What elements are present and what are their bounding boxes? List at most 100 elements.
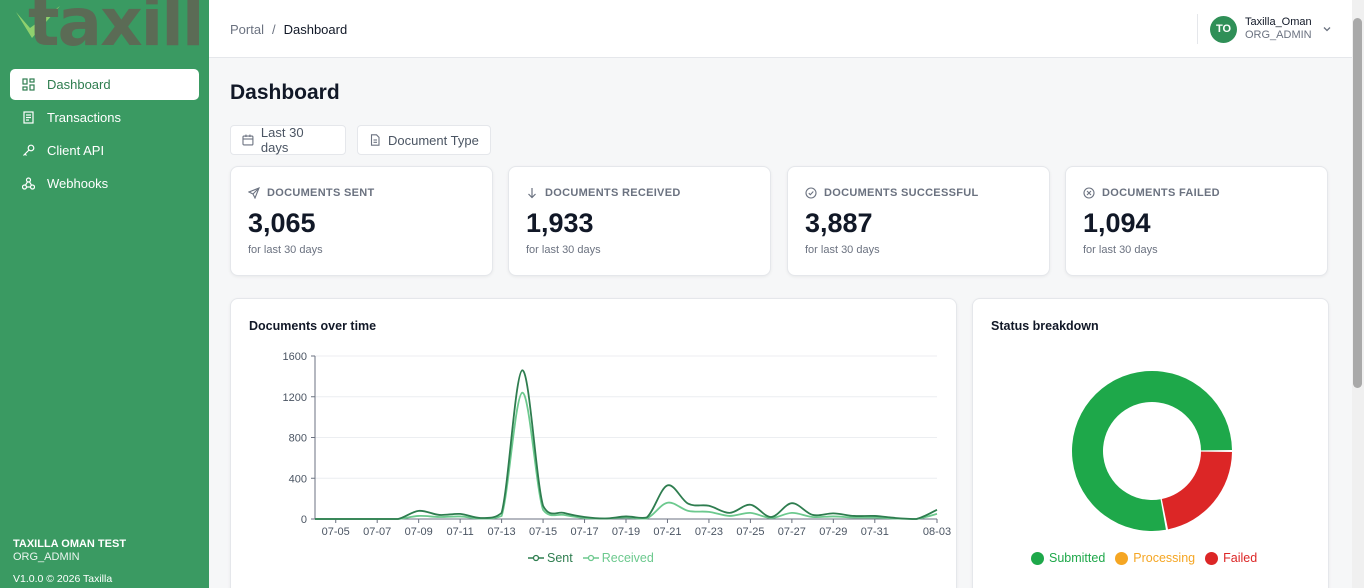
x-tick-label: 08-03 [923, 526, 951, 538]
top-header: Portal / Dashboard TO Taxilla_Oman ORG_ADM… [209, 0, 1352, 58]
donut-chart [1072, 371, 1232, 531]
legend-dot-icon [1115, 551, 1129, 565]
grid-icon [21, 78, 35, 92]
x-tick-label: 07-19 [612, 526, 640, 538]
x-tick-label: 07-09 [405, 526, 433, 538]
logo-text: taxilla [28, 0, 204, 58]
date-range-filter[interactable]: Last 30 days [230, 125, 346, 155]
stat-value: 1,094 [1083, 208, 1151, 238]
chart-title: Status breakdown [991, 319, 1099, 333]
chevron-down-icon [1323, 27, 1331, 32]
arrow-down-icon [528, 188, 536, 199]
taxilla-logo[interactable]: taxilla [14, 0, 204, 58]
stat-subtext: for last 30 days [805, 244, 880, 256]
breadcrumb-portal[interactable]: Portal [230, 22, 264, 37]
user-info: Taxilla_Oman ORG_ADMIN [1245, 16, 1312, 42]
check-circle-icon [805, 187, 817, 199]
legend-label: Sent [547, 551, 573, 565]
avatar: TO [1210, 15, 1237, 43]
legend-line-marker-icon [582, 554, 599, 562]
line-chart: 0 400 800 1200 1600 07-05 07-07 07-09 07-11 07-13… [283, 351, 952, 538]
user-role: ORG_ADMIN [1245, 29, 1312, 41]
stat-card-successful: DOCUMENTS SUCCESSFUL 3,887 for last 30 d… [787, 166, 1050, 276]
stat-value: 1,933 [526, 208, 594, 238]
sidebar-item-label: Transactions [47, 110, 121, 125]
user-menu[interactable]: TO Taxilla_Oman ORG_ADMIN [1197, 14, 1332, 44]
breadcrumb-current: Dashboard [283, 22, 348, 37]
legend-label: Submitted [1049, 551, 1106, 565]
y-tick-label: 0 [301, 514, 307, 526]
stat-label-text: DOCUMENTS FAILED [1102, 187, 1220, 199]
donut-slice-failed[interactable] [1161, 451, 1232, 530]
scrollbar-thumb[interactable] [1353, 18, 1362, 388]
series-line-received [315, 391, 938, 520]
legend-item-submitted[interactable]: Submitted [1031, 551, 1105, 565]
documents-over-time-card: Documents over time 0 400 800 1200 1600 07-05… [230, 298, 957, 588]
donut-slice-submitted[interactable] [1072, 371, 1232, 531]
line-chart-legend: Sent Received [528, 551, 664, 565]
stat-label: DOCUMENTS SUCCESSFUL [805, 187, 979, 199]
legend-item-processing[interactable]: Processing [1115, 551, 1195, 565]
x-tick-label: 07-15 [529, 526, 557, 538]
legend-item-sent[interactable]: Sent [528, 551, 573, 565]
sidebar: taxilla Dashboard Transactions Client AP… [0, 0, 209, 588]
sidebar-item-dashboard[interactable]: Dashboard [10, 69, 199, 100]
document-type-label: Document Type [388, 132, 479, 148]
x-tick-label: 07-05 [322, 526, 350, 538]
legend-item-failed[interactable]: Failed [1205, 551, 1257, 565]
series-line-sent [315, 369, 938, 520]
y-tick-label: 1200 [283, 392, 307, 404]
stat-label-text: DOCUMENTS SENT [267, 187, 375, 199]
x-tick-label: 07-27 [778, 526, 806, 538]
stat-card-sent: DOCUMENTS SENT 3,065 for last 30 days [230, 166, 493, 276]
stat-card-failed: DOCUMENTS FAILED 1,094 for last 30 days [1065, 166, 1328, 276]
page-title: Dashboard [230, 81, 340, 104]
breadcrumb: Portal / Dashboard [230, 22, 347, 37]
x-tick-label: 07-29 [819, 526, 847, 538]
x-tick-label: 07-31 [861, 526, 889, 538]
stat-subtext: for last 30 days [248, 244, 323, 256]
donut-legend: Submitted Processing Failed [1031, 551, 1267, 565]
x-tick-label: 07-21 [653, 526, 681, 538]
sidebar-item-client-api[interactable]: Client API [10, 135, 199, 166]
x-circle-icon [1083, 187, 1095, 199]
legend-item-received[interactable]: Received [582, 551, 654, 565]
sidebar-item-transactions[interactable]: Transactions [10, 102, 199, 133]
stat-label-text: DOCUMENTS RECEIVED [545, 187, 681, 199]
x-tick-label: 07-11 [446, 526, 473, 538]
legend-label: Failed [1223, 551, 1258, 565]
legend-dot-icon [1205, 551, 1219, 565]
org-info: TAXILLA OMAN TEST ORG_ADMIN [13, 538, 126, 564]
breadcrumb-separator: / [271, 22, 276, 37]
key-icon [21, 144, 35, 158]
org-role: ORG_ADMIN [13, 551, 80, 563]
stat-label-text: DOCUMENTS SUCCESSFUL [824, 187, 979, 199]
legend-label: Processing [1133, 551, 1196, 565]
legend-dot-icon [1031, 551, 1044, 565]
y-tick-label: 400 [289, 473, 307, 485]
calendar-icon [242, 134, 254, 146]
chart-title: Documents over time [249, 319, 377, 333]
status-breakdown-card: Status breakdown Submitted Processing Fa… [972, 298, 1329, 588]
send-icon [248, 187, 260, 199]
sidebar-item-webhooks[interactable]: Webhooks [10, 168, 199, 199]
sidebar-item-label: Dashboard [47, 77, 111, 92]
org-name: TAXILLA OMAN TEST [13, 538, 127, 550]
stat-value: 3,887 [805, 208, 873, 238]
stat-subtext: for last 30 days [526, 244, 601, 256]
x-tick-label: 07-23 [695, 526, 723, 538]
x-tick-label: 07-13 [488, 526, 516, 538]
x-tick-label: 07-17 [570, 526, 598, 538]
document-list-icon [21, 111, 35, 125]
stat-card-received: DOCUMENTS RECEIVED 1,933 for last 30 day… [508, 166, 771, 276]
sidebar-item-label: Webhooks [47, 176, 109, 191]
x-tick-label: 07-25 [736, 526, 764, 538]
sidebar-item-label: Client API [47, 143, 105, 158]
stat-label: DOCUMENTS FAILED [1083, 187, 1220, 199]
stat-subtext: for last 30 days [1083, 244, 1158, 256]
y-tick-label: 1600 [283, 351, 307, 363]
sidebar-nav: Dashboard Transactions Client API Webhoo… [10, 69, 199, 201]
user-name: Taxilla_Oman [1245, 16, 1312, 28]
document-type-filter[interactable]: Document Type [357, 125, 491, 155]
date-range-label: Last 30 days [260, 125, 304, 155]
